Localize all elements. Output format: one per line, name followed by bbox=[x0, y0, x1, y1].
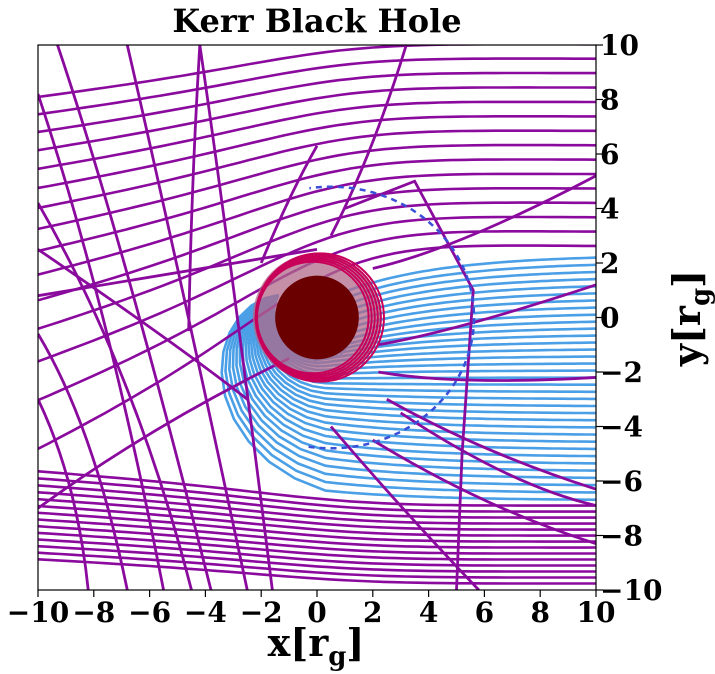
geodesic-outer-lower bbox=[38, 544, 596, 573]
geodesic-outer-lower bbox=[38, 511, 596, 543]
geodesic-outer-upper bbox=[38, 201, 596, 331]
geodesic-inner bbox=[227, 293, 596, 487]
geodesic-outer-lower bbox=[38, 491, 596, 525]
geodesic-crossing bbox=[386, 398, 596, 491]
geodesic-crossing bbox=[329, 425, 480, 590]
geodesic-crossing bbox=[38, 248, 249, 401]
x-tick-label: −2 bbox=[240, 596, 283, 629]
geodesic-outer-upper bbox=[38, 172, 596, 276]
geodesic-outer-lower bbox=[38, 470, 596, 507]
y-tick-label: 2 bbox=[600, 247, 619, 280]
geodesic-inner bbox=[220, 293, 596, 501]
x-tick-label: 6 bbox=[475, 596, 494, 629]
geodesic-inner bbox=[231, 294, 596, 480]
geodesic-crossing bbox=[38, 202, 193, 590]
geodesic-inner bbox=[257, 295, 596, 415]
geodesic-outer-lower bbox=[38, 497, 596, 531]
geodesic-outer-upper bbox=[38, 45, 596, 99]
y-tick-label: 10 bbox=[600, 29, 639, 62]
geodesic-inner bbox=[241, 294, 596, 458]
geodesic-crossing bbox=[378, 370, 596, 382]
y-tick-label: −4 bbox=[600, 411, 643, 444]
x-tick-label: −4 bbox=[184, 596, 227, 629]
geodesic-outer-upper bbox=[38, 100, 596, 171]
y-tick-label: −2 bbox=[600, 356, 643, 389]
geodesic-outer-lower bbox=[38, 524, 596, 555]
y-tick-label: 8 bbox=[600, 84, 619, 117]
x-axis: −10 −8 −6 −4 −2 0 2 4 6 8 10 bbox=[7, 590, 616, 629]
geodesic-crossing bbox=[187, 45, 202, 332]
geodesic-crossing bbox=[38, 333, 129, 590]
geodesic-outer-upper bbox=[38, 86, 596, 152]
y-axis: −10 −8 −6 −4 −2 0 2 4 6 8 10 bbox=[596, 29, 662, 607]
x-tick-label: −10 bbox=[7, 596, 69, 629]
x-tick-label: 2 bbox=[363, 596, 382, 629]
y-axis-label: y[rg] bbox=[664, 270, 715, 367]
y-tick-label: −6 bbox=[600, 465, 643, 498]
geodesic-crossing bbox=[38, 357, 290, 510]
geodesic-outer-lower bbox=[38, 538, 596, 567]
ergosphere-ring bbox=[254, 252, 385, 383]
geodesic-outer-lower bbox=[38, 477, 596, 513]
geodesic-outer-upper bbox=[38, 57, 596, 116]
geodesic-outer-lower bbox=[38, 518, 596, 549]
geodesic-outer-upper bbox=[38, 187, 596, 302]
geodesic-crossing bbox=[372, 174, 596, 270]
geodesic-inner bbox=[259, 296, 596, 408]
plot-area bbox=[38, 45, 596, 590]
y-tick-label: 6 bbox=[600, 138, 619, 171]
geodesic-outer-upper bbox=[38, 129, 596, 210]
y-tick-label: −10 bbox=[600, 574, 662, 607]
geodesic-outer-lower bbox=[38, 551, 596, 579]
x-tick-label: 0 bbox=[307, 596, 326, 629]
photon-orbit-dashed bbox=[308, 185, 476, 450]
geodesic-outer-upper bbox=[38, 143, 596, 231]
y-tick-label: 4 bbox=[600, 193, 619, 226]
geodesic-inner bbox=[255, 295, 596, 422]
x-tick-label: 10 bbox=[577, 596, 616, 629]
x-tick-label: −8 bbox=[72, 596, 115, 629]
geodesic-inner bbox=[238, 294, 596, 465]
x-tick-label: 8 bbox=[530, 596, 549, 629]
geodesic-outer-upper bbox=[38, 71, 596, 134]
geodesic-crossing bbox=[372, 438, 596, 546]
geodesic-crossing bbox=[38, 398, 90, 590]
geodesic-outer-lower bbox=[38, 484, 596, 519]
geodesic-crossing bbox=[259, 145, 319, 264]
geodesic-outer-upper bbox=[38, 158, 596, 253]
event-horizon bbox=[275, 275, 359, 360]
geodesic-inner bbox=[244, 294, 596, 451]
y-tick-label: 0 bbox=[600, 302, 619, 335]
geodesic-outer-upper bbox=[38, 215, 596, 363]
geodesic-outer-lower bbox=[38, 504, 596, 537]
geodesic-inner bbox=[247, 294, 596, 443]
y-tick-label: −8 bbox=[600, 520, 643, 553]
geodesic-crossing bbox=[329, 45, 408, 237]
geodesic-inner bbox=[263, 296, 596, 394]
x-tick-label: −6 bbox=[128, 596, 171, 629]
x-axis-label: x[rg] bbox=[268, 620, 365, 672]
geodesic-crossing bbox=[198, 45, 274, 590]
geodesic-inner bbox=[224, 293, 596, 494]
geodesic-outer-lower bbox=[38, 531, 596, 561]
x-tick-label: 4 bbox=[419, 596, 438, 629]
geodesic-crossing bbox=[399, 411, 596, 507]
geodesic-outer-lower bbox=[38, 558, 596, 585]
geodesic-crossing bbox=[378, 283, 596, 347]
geodesic-crossing bbox=[56, 45, 213, 590]
chart-title: Kerr Black Hole bbox=[172, 2, 461, 40]
geodesic-outer-upper bbox=[38, 115, 596, 190]
geodesic-inner bbox=[252, 295, 596, 429]
geodesic-crossing bbox=[38, 93, 165, 590]
geodesic-inner bbox=[261, 296, 596, 401]
geodesic-crossing bbox=[125, 45, 249, 590]
geodesic-crossing bbox=[344, 179, 475, 590]
